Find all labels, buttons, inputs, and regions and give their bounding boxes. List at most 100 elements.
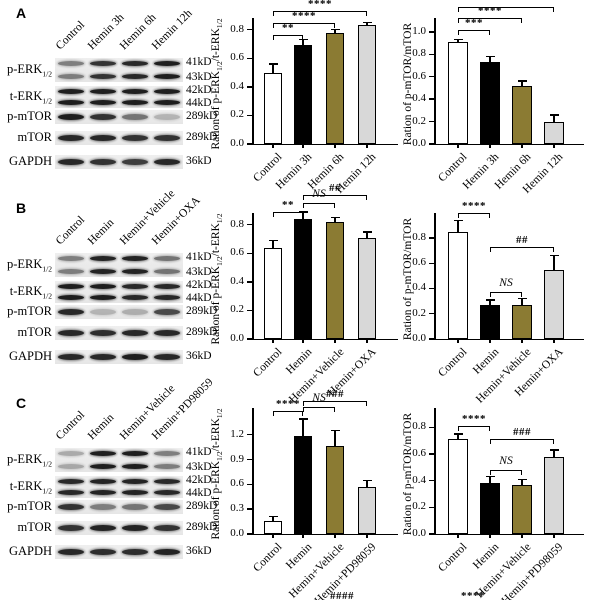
blot-lane <box>151 521 183 535</box>
protein-band <box>154 451 180 456</box>
bar <box>326 32 344 144</box>
error-bar <box>366 22 368 26</box>
y-tick-label: 0.4 <box>412 281 426 294</box>
protein-band <box>58 100 84 105</box>
bar <box>448 231 468 339</box>
bar <box>544 121 564 144</box>
bar <box>544 269 564 339</box>
y-tick <box>247 508 252 510</box>
blot-target-label: GAPDH <box>8 349 52 363</box>
chart-c-mtor-ratio: Ration of p-mTOR/mTOR 0.0 0.2 0.4 0.6 0.8 Cont… <box>400 390 614 600</box>
y-axis <box>434 408 436 534</box>
error-bar <box>489 56 491 63</box>
y-tick-label: 0.8 <box>230 217 244 230</box>
blot-strip <box>55 305 183 319</box>
y-tick <box>429 98 434 100</box>
blot-lane <box>151 448 183 472</box>
protein-band <box>122 479 148 484</box>
protein-band <box>154 114 180 120</box>
blot-lane <box>151 110 183 124</box>
kd-label: 42kD <box>186 474 212 486</box>
x-tick <box>457 339 459 343</box>
lane-header: Control <box>53 408 88 443</box>
sig-bracket <box>458 29 490 35</box>
error-bar <box>302 39 304 46</box>
x-tick <box>489 534 491 538</box>
x-tick <box>553 534 555 538</box>
y-tick-label: 0.4 <box>230 274 244 287</box>
protein-band <box>122 309 148 315</box>
protein-band <box>154 490 180 495</box>
kd-label: 43kD <box>186 461 212 473</box>
blot-lane <box>151 58 183 82</box>
error-bar <box>366 480 368 487</box>
protein-band <box>90 61 116 66</box>
blot-lane <box>151 86 183 108</box>
protein-band <box>58 549 84 555</box>
x-axis <box>252 143 398 145</box>
y-tick-label: 0.8 <box>230 22 244 35</box>
kd-label: 42kD <box>186 279 212 291</box>
bar <box>448 41 468 144</box>
blot-lane <box>87 350 119 364</box>
protein-band <box>58 504 84 510</box>
protein-band <box>58 451 84 456</box>
y-tick <box>247 483 252 486</box>
blot-lane <box>55 350 87 364</box>
protein-band <box>154 330 180 336</box>
error-bar-cap <box>517 80 527 82</box>
y-tick <box>247 114 252 117</box>
blot-strip <box>55 86 183 108</box>
y-tick <box>247 86 252 88</box>
blot-lane <box>87 545 119 559</box>
blot-lane <box>119 131 151 145</box>
blot-lane <box>151 500 183 514</box>
kd-label: 43kD <box>186 266 212 278</box>
error-bar-cap <box>453 433 463 435</box>
error-bar-cap <box>362 479 372 481</box>
blot-lane <box>119 110 151 124</box>
bar <box>294 219 312 339</box>
blot-lane <box>87 58 119 82</box>
blot-lane <box>119 58 151 82</box>
blot-lane <box>119 281 151 303</box>
y-tick-label: 0.6 <box>412 69 426 82</box>
protein-band <box>90 295 116 300</box>
blot-strip <box>55 155 183 169</box>
protein-band <box>58 330 84 336</box>
bar <box>512 304 532 339</box>
y-tick <box>429 506 434 509</box>
blot-lane <box>119 305 151 319</box>
bar <box>512 85 532 144</box>
y-tick-label: 0.2 <box>412 114 426 127</box>
y-tick <box>247 309 252 312</box>
y-tick <box>247 281 252 283</box>
y-tick <box>247 252 252 254</box>
western-blot-c: Control Hemin Hemin+Vehicle Hemin+PD98059 p-… <box>0 376 217 600</box>
y-tick <box>429 479 434 482</box>
protein-band <box>90 256 116 261</box>
protein-band <box>122 549 148 555</box>
y-tick-label: 0.0 <box>230 527 244 539</box>
sig-bracket <box>303 400 367 406</box>
plot-area: 0.0 0.2 0.4 0.6 0.8 Control Hemin Hemin+Vehicle… <box>230 182 398 406</box>
protein-band <box>90 451 116 456</box>
sig-bracket <box>273 211 303 217</box>
blot-lane <box>87 86 119 108</box>
lane-header: Hemin <box>85 216 117 248</box>
y-axis <box>252 18 254 144</box>
chart-b-perk-ratio: Ration of p-ERK1/2/t-ERK1/2 0.0 0.2 0.4 0.6 0… <box>208 182 398 406</box>
error-bar-cap <box>517 478 527 481</box>
protein-band <box>90 330 116 336</box>
y-tick-label: 0.9 <box>230 452 244 465</box>
x-tick <box>553 339 555 343</box>
cropped-sig-mark-hash: #### <box>330 590 354 600</box>
protein-band <box>58 256 84 261</box>
kd-label: 43kD <box>186 71 212 83</box>
error-bar <box>272 240 274 248</box>
error-bar <box>302 418 304 436</box>
y-tick-label: 0.0 <box>230 137 244 149</box>
y-tick <box>247 224 252 226</box>
y-tick-label: 0.8 <box>412 47 426 60</box>
